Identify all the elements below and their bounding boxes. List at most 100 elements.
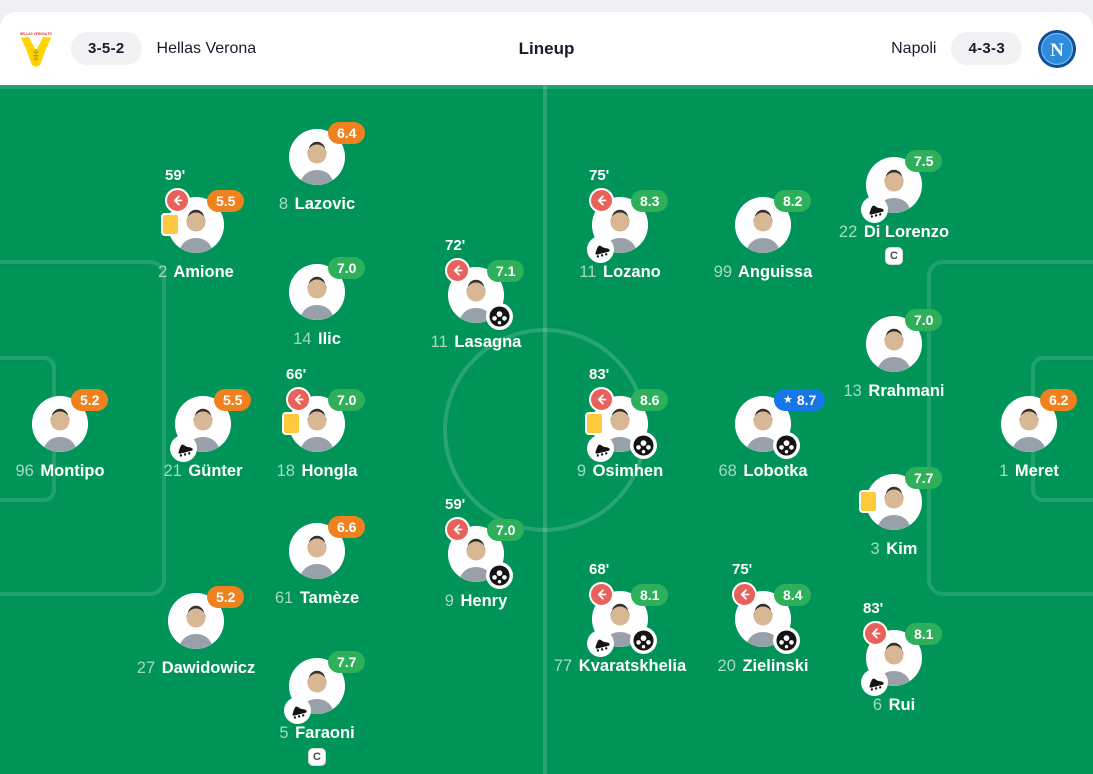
- hellas-verona-logo[interactable]: HELLAS VERONA FC: [16, 29, 56, 69]
- player-name: 27 Dawidowicz: [136, 659, 256, 677]
- substituted-off-icon: [445, 258, 470, 283]
- player-henry[interactable]: 59' 7.0 9 Henry: [406, 496, 546, 638]
- player-amione[interactable]: 59' 5.5 2 Amione: [126, 167, 266, 309]
- player-number: 96: [15, 462, 34, 480]
- player-rating-badge: 5.2: [71, 389, 109, 411]
- captain-badge: C: [308, 748, 326, 766]
- substituted-off-icon: [589, 387, 614, 412]
- player-avatar: [32, 396, 88, 452]
- player-number: 14: [293, 330, 312, 348]
- player-number: 5: [279, 724, 289, 742]
- player-lozano[interactable]: 75' 8.3 11 Lozano: [550, 167, 690, 309]
- player-rating-badge: 6.2: [1040, 389, 1078, 411]
- player-name: 1 Meret: [999, 462, 1059, 480]
- assist-boot-icon: [861, 669, 888, 696]
- player-number: 3: [870, 540, 880, 558]
- player-rating-badge: 7.5: [905, 150, 943, 172]
- sub-off-time: 66': [286, 366, 307, 383]
- player-number: 27: [136, 659, 156, 677]
- player-rating-value: 6.6: [337, 519, 357, 535]
- away-team-name[interactable]: Napoli: [891, 39, 937, 57]
- player-rating-badge: 7.1: [487, 260, 525, 282]
- player-di-lorenzo[interactable]: 7.5 22 Di Lorenzo C: [824, 129, 964, 269]
- player-rating-value: 7.7: [337, 654, 357, 670]
- player-kim[interactable]: 7.7 3 Kim: [824, 446, 964, 586]
- player-rating-value: 8.1: [914, 626, 934, 642]
- goal-football-icon: [486, 562, 513, 589]
- player-lazovic[interactable]: 6.4 8 Lazovic: [247, 101, 387, 241]
- player-name: 8 Lazovic: [278, 195, 356, 213]
- goal-football-icon: [486, 303, 513, 330]
- player-lobotka[interactable]: ★ 8.7 68 Lobotka: [693, 368, 833, 508]
- player-lasagna[interactable]: 72' 7.1 11 Lasagna: [406, 237, 546, 379]
- player-number: 22: [838, 223, 858, 241]
- home-team-name[interactable]: Hellas Verona: [156, 39, 257, 57]
- goal-football-icon: [773, 627, 800, 654]
- goal-football-icon: [630, 627, 657, 654]
- player-anguissa[interactable]: 8.2 99 Anguissa: [693, 169, 833, 309]
- player-rating-badge: 8.1: [905, 623, 943, 645]
- player-günter[interactable]: 5.5 21 Günter: [133, 368, 273, 508]
- player-ilic[interactable]: 7.0 14 Ilic: [247, 236, 387, 376]
- player-rui[interactable]: 83' 8.1 6 Rui: [824, 600, 964, 742]
- player-rating-value: 7.0: [914, 312, 934, 328]
- player-rating-value: 8.4: [783, 587, 803, 603]
- right-penalty-box: [927, 260, 1093, 596]
- player-name: 61 Tamèze: [274, 589, 360, 607]
- player-montipo[interactable]: 5.2 96 Montipo: [0, 368, 130, 508]
- napoli-logo[interactable]: N: [1037, 29, 1077, 69]
- captain-badge: C: [885, 247, 903, 265]
- player-dawidowicz[interactable]: 5.2 27 Dawidowicz: [126, 565, 266, 705]
- substituted-off-icon: [286, 387, 311, 412]
- player-number: 2: [158, 263, 168, 281]
- player-number: 11: [579, 263, 597, 281]
- player-kvaratskhelia[interactable]: 68' 8.1 77 Kvaratskhelia: [550, 561, 690, 703]
- player-tamèze[interactable]: 6.6 61 Tamèze: [247, 495, 387, 635]
- player-number: 77: [553, 657, 573, 675]
- player-number: 20: [717, 657, 736, 675]
- player-rating-badge: 7.0: [328, 257, 366, 279]
- substituted-off-icon: [589, 188, 614, 213]
- assist-boot-icon: [861, 196, 888, 223]
- player-avatar: [1001, 396, 1057, 452]
- player-rating-value: 6.2: [1049, 392, 1069, 408]
- player-number: 13: [843, 382, 862, 400]
- player-name: 5 Faraoni: [279, 724, 355, 742]
- player-meret[interactable]: 6.2 1 Meret: [959, 368, 1093, 508]
- player-name: 20 Zielinski: [717, 657, 809, 675]
- assist-boot-icon: [170, 435, 197, 462]
- player-number: 21: [163, 462, 182, 480]
- player-rating-value: 7.0: [337, 392, 357, 408]
- sub-off-time: 72': [445, 237, 466, 254]
- substituted-off-icon: [445, 517, 470, 542]
- player-rating-badge: 5.2: [207, 586, 245, 608]
- player-rating-value: 7.1: [496, 263, 516, 279]
- substituted-off-icon: [732, 582, 757, 607]
- player-rating-value: 8.6: [640, 392, 660, 408]
- home-formation-pill: 3-5-2: [71, 32, 142, 65]
- player-hongla[interactable]: 66' 7.0 18 Hongla: [247, 366, 387, 508]
- player-name: 22 Di Lorenzo: [838, 223, 950, 241]
- sub-off-time: 59': [165, 167, 186, 184]
- player-name: 2 Amione: [158, 263, 234, 281]
- away-formation-pill: 4-3-3: [951, 32, 1022, 65]
- player-osimhen[interactable]: 83' 8.6 9 Osimhen: [550, 366, 690, 508]
- player-rating-badge: 7.7: [905, 467, 943, 489]
- player-rating-badge: 8.4: [774, 584, 812, 606]
- player-rating-value: 5.2: [216, 589, 236, 605]
- player-rating-badge: 6.6: [328, 516, 366, 538]
- pitch-top-line: [0, 85, 1093, 89]
- player-name: 18 Hongla: [276, 462, 358, 480]
- player-rating-badge: 6.4: [328, 122, 366, 144]
- player-rating-value: 8.2: [783, 193, 803, 209]
- player-zielinski[interactable]: 75' 8.4 20 Zielinski: [693, 561, 833, 703]
- player-name: 96 Montipo: [15, 462, 105, 480]
- player-rrahmani[interactable]: 7.0 13 Rrahmani: [824, 288, 964, 428]
- player-number: 61: [274, 589, 294, 607]
- assist-boot-icon: [587, 236, 614, 263]
- player-avatar: [866, 316, 922, 372]
- page-title: Lineup: [518, 38, 575, 58]
- substituted-off-icon: [589, 582, 614, 607]
- player-faraoni[interactable]: 7.7 5 Faraoni C: [247, 630, 387, 770]
